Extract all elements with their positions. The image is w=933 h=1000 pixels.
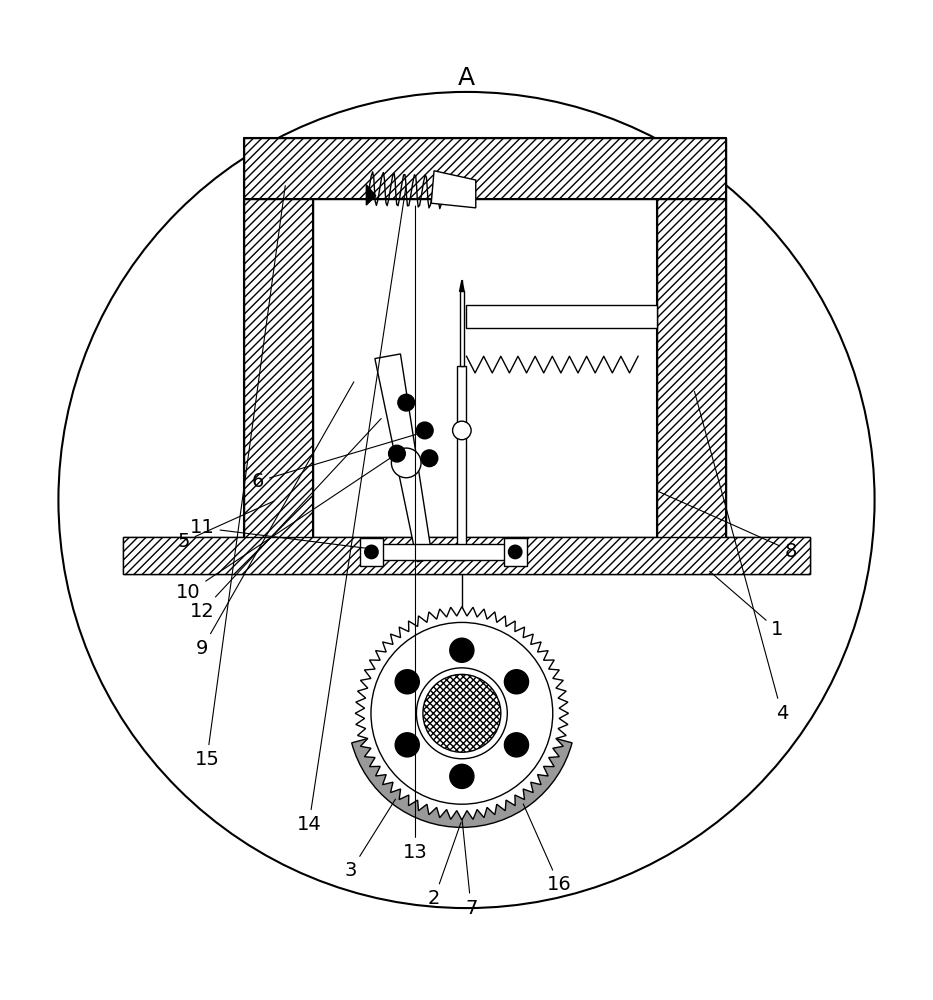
Wedge shape (352, 738, 572, 827)
Bar (123, 537, 810, 574)
Circle shape (505, 670, 528, 694)
Circle shape (391, 448, 421, 478)
Bar (504, 538, 527, 566)
Text: 5: 5 (177, 501, 274, 551)
Circle shape (505, 733, 528, 757)
Text: 10: 10 (176, 455, 395, 602)
Circle shape (59, 92, 874, 908)
Bar (460, 291, 465, 366)
Text: 12: 12 (189, 419, 382, 621)
Text: 1: 1 (710, 571, 784, 639)
Circle shape (416, 422, 433, 439)
Text: 4: 4 (694, 391, 788, 723)
Text: 9: 9 (196, 382, 354, 658)
Text: 11: 11 (189, 518, 371, 549)
Circle shape (421, 450, 438, 467)
Text: 8: 8 (659, 492, 798, 561)
Polygon shape (375, 354, 432, 562)
Text: 7: 7 (462, 820, 478, 918)
Polygon shape (367, 185, 376, 205)
Circle shape (508, 545, 522, 559)
Bar (313, 199, 657, 560)
Circle shape (389, 445, 405, 462)
Circle shape (450, 764, 474, 788)
Text: 3: 3 (344, 799, 396, 880)
Polygon shape (431, 171, 476, 208)
Bar (244, 199, 313, 560)
Polygon shape (355, 607, 568, 820)
Text: 13: 13 (403, 206, 428, 862)
Bar (457, 366, 466, 560)
Bar (123, 537, 810, 574)
Circle shape (364, 545, 379, 559)
Text: A: A (458, 66, 475, 90)
Text: 16: 16 (523, 804, 572, 894)
Circle shape (397, 394, 414, 411)
Bar (123, 537, 810, 574)
Polygon shape (460, 280, 465, 291)
Bar (244, 138, 726, 199)
Bar (657, 199, 726, 560)
Bar (365, 544, 522, 560)
Text: 15: 15 (194, 186, 285, 769)
Text: 2: 2 (428, 823, 461, 908)
Bar (360, 538, 383, 566)
Text: 14: 14 (297, 187, 406, 834)
Circle shape (396, 733, 419, 757)
Bar (466, 305, 657, 328)
Circle shape (371, 622, 552, 804)
Circle shape (396, 670, 419, 694)
Circle shape (423, 674, 501, 752)
Circle shape (453, 421, 471, 440)
Text: 6: 6 (252, 431, 426, 491)
Circle shape (416, 668, 508, 759)
Circle shape (450, 638, 474, 662)
